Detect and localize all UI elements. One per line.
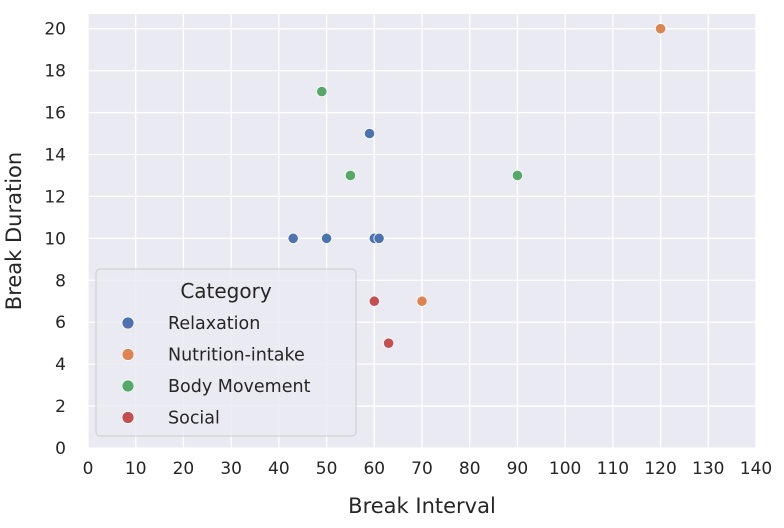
y-tick-label: 6 [55,313,66,333]
data-point-body-movement [511,169,524,182]
legend-marker [121,411,135,424]
x-tick-label: 140 [740,459,772,479]
legend-marker [121,348,135,361]
data-point-nutrition-intake [416,295,428,307]
grid-lines [87,14,757,449]
legend-box [95,268,357,437]
data-point-social [382,337,395,349]
x-tick-label: 10 [125,459,147,479]
legend-title: Category [180,279,272,303]
x-tick-label: 30 [220,459,242,479]
x-tick-label: 130 [692,459,724,479]
legend-marker [121,379,135,393]
y-tick-label: 10 [44,229,66,249]
data-point-body-movement [344,169,357,182]
x-tick-label: 90 [507,459,529,479]
data-point-social [368,295,380,307]
x-tick-label: 110 [597,459,629,479]
x-tick-label: 120 [644,459,676,479]
x-axis-ticks: 0 10 20 30 40 50 60 70 80 90 100 110 120 130 140 [83,459,773,479]
data-point-nutrition-intake [654,23,667,35]
y-tick-label: 18 [44,62,66,82]
data-points [287,23,667,349]
y-tick-label: 0 [55,439,66,459]
x-tick-label: 70 [411,459,433,479]
data-point-relaxation [320,232,333,244]
x-tick-label: 0 [83,459,94,479]
data-point-relaxation [363,127,376,140]
y-axis-label: Break Duration [2,152,26,310]
x-tick-label: 20 [173,459,195,479]
legend: Category Relaxation Nutrition-intake Body … [95,268,357,437]
legend-label: Nutrition-intake [168,346,305,366]
legend-label: Social [168,409,220,429]
x-axis-label: Break Interval [348,494,496,518]
x-tick-label: 80 [459,459,481,479]
x-tick-label: 40 [268,459,290,479]
y-tick-label: 12 [44,187,66,207]
y-tick-label: 14 [44,145,66,165]
legend-marker [121,316,135,330]
y-tick-label: 4 [55,355,66,375]
y-tick-label: 2 [55,397,66,417]
y-axis-ticks: 0 2 4 6 8 10 12 14 16 18 20 [44,20,66,459]
y-tick-label: 20 [44,20,66,40]
y-tick-label: 8 [55,271,66,291]
legend-label: Relaxation [168,314,260,334]
data-point-relaxation [373,232,385,244]
legend-label: Body Movement [168,377,311,397]
x-tick-label: 100 [549,459,581,479]
x-tick-label: 60 [363,459,385,479]
y-tick-label: 16 [44,104,66,124]
data-point-relaxation [287,232,299,244]
x-tick-label: 50 [316,459,338,479]
data-point-body-movement [316,85,328,98]
